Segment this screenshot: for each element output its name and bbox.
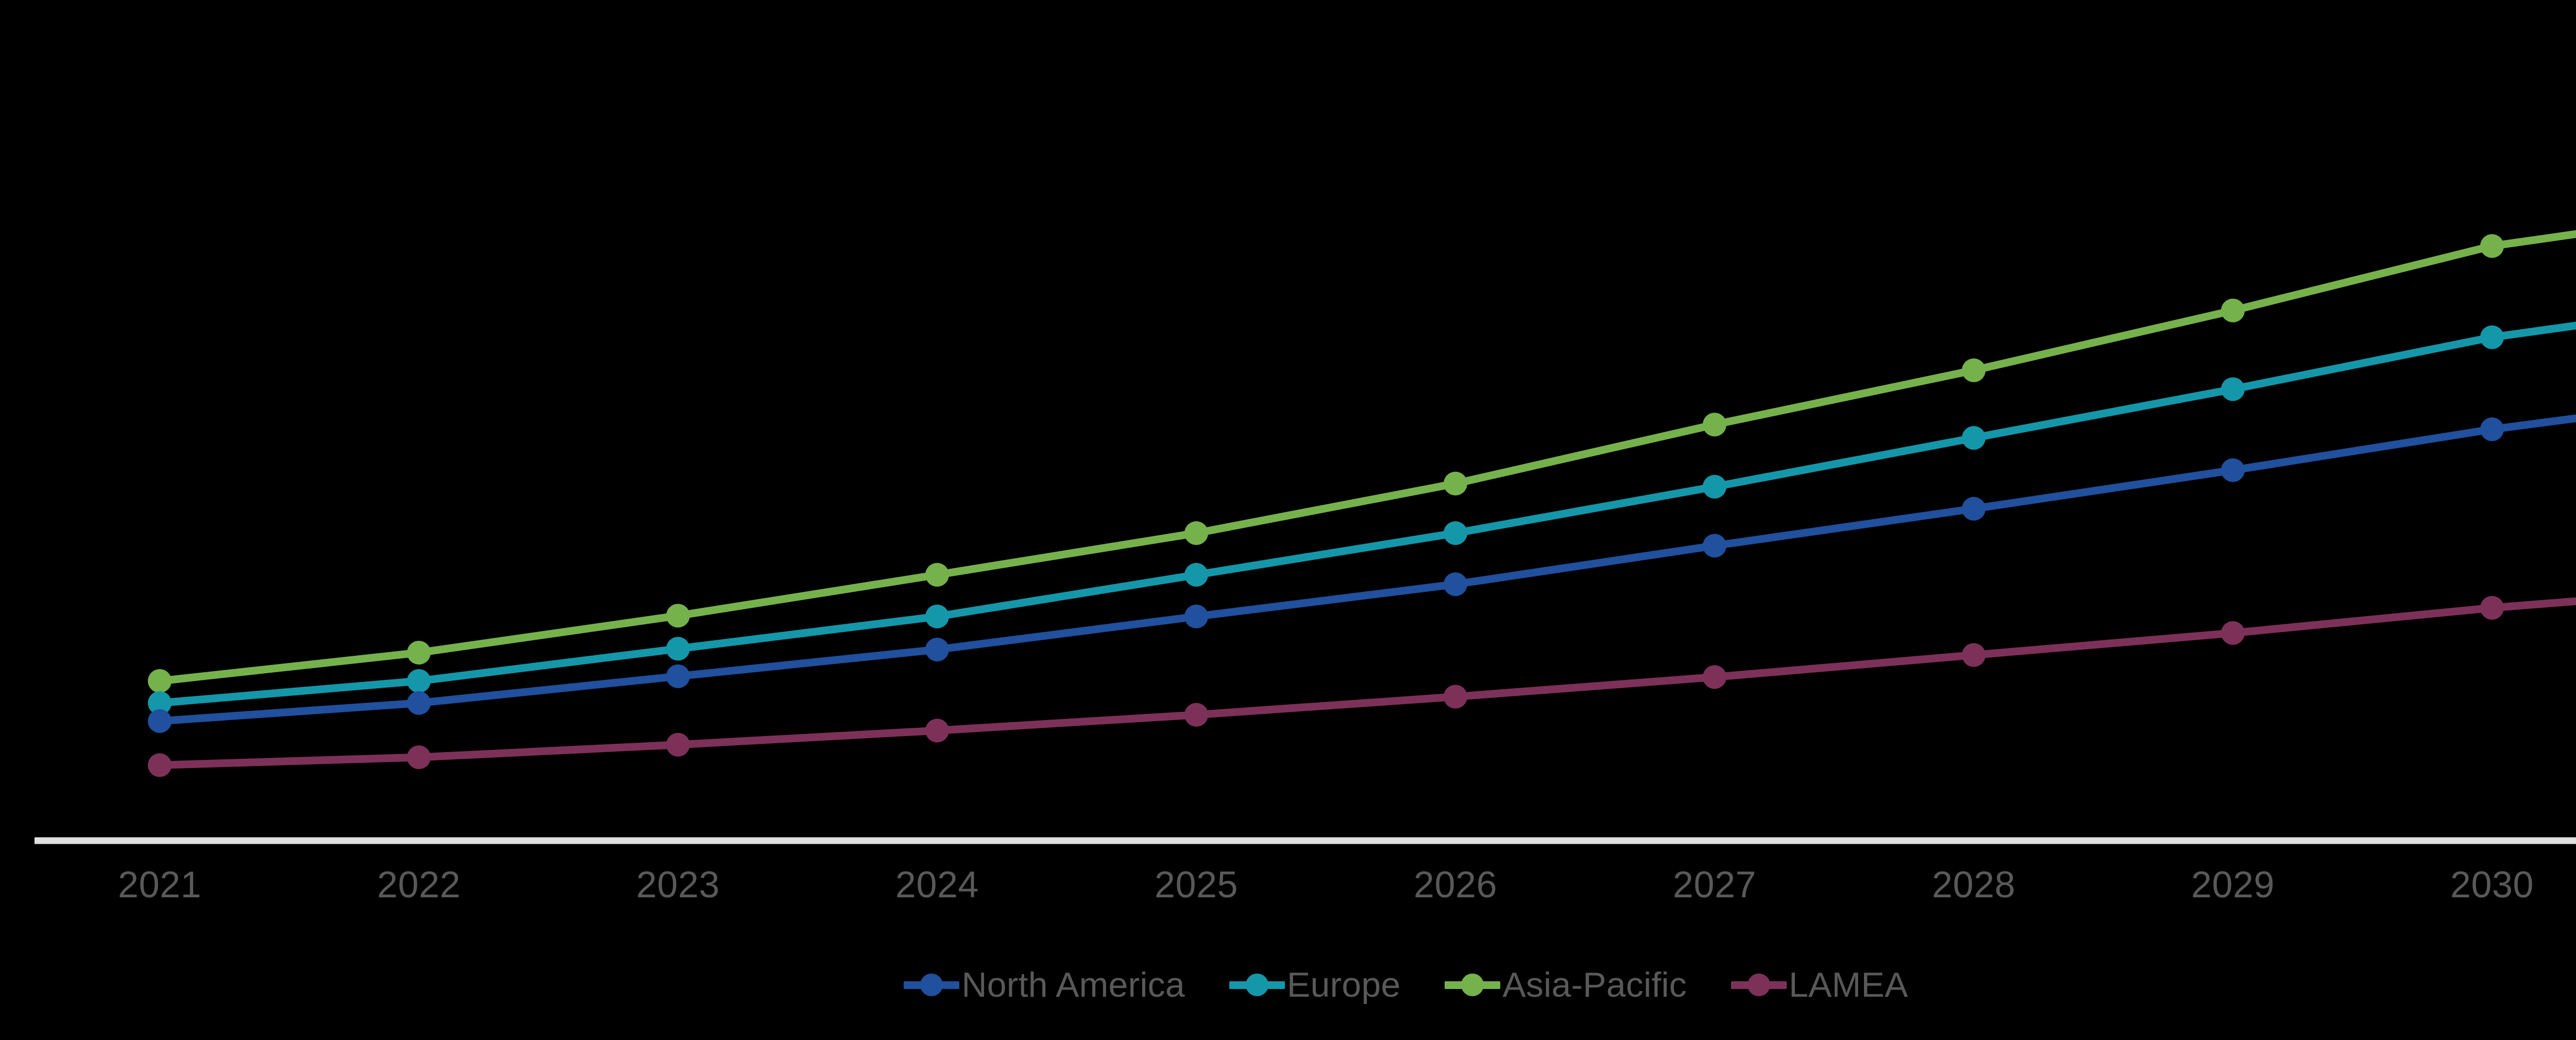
data-point-marker[interactable] <box>2221 298 2245 322</box>
legend-item-lamea[interactable]: LAMEA <box>1731 964 1908 1005</box>
data-point-marker[interactable] <box>2480 234 2504 258</box>
series-europe <box>148 321 2576 715</box>
data-point-marker[interactable] <box>1444 685 1467 709</box>
data-point-marker[interactable] <box>407 669 431 693</box>
x-tick-label-2024: 2024 <box>895 864 979 906</box>
data-point-marker[interactable] <box>925 562 949 587</box>
legend-item-label: Asia-Pacific <box>1502 965 1687 1004</box>
data-point-marker[interactable] <box>1962 643 1986 667</box>
data-point-marker[interactable] <box>2221 377 2245 401</box>
legend-item-europe[interactable]: Europe <box>1229 964 1400 1005</box>
data-point-marker[interactable] <box>666 604 690 628</box>
data-point-marker[interactable] <box>2480 596 2504 620</box>
legend-item-asia-pacific[interactable]: Asia-Pacific <box>1445 964 1687 1005</box>
plot-svg <box>35 230 2576 844</box>
data-point-marker[interactable] <box>1703 413 1726 437</box>
legend-item-north-america[interactable]: North America <box>904 964 1185 1005</box>
data-point-marker[interactable] <box>2480 417 2504 441</box>
plot-area <box>35 230 2576 844</box>
legend-marker-dot <box>1747 974 1770 996</box>
data-point-marker[interactable] <box>1444 471 1467 496</box>
data-point-marker[interactable] <box>407 691 431 715</box>
series-north-america <box>148 414 2576 733</box>
chart-legend: North America Europe Asia-Pacific LAMEA <box>0 954 2576 1016</box>
x-tick-label-2027: 2027 <box>1672 864 1757 906</box>
series-lamea <box>148 596 2576 777</box>
data-point-marker[interactable] <box>1962 358 1986 382</box>
data-point-marker[interactable] <box>1184 521 1208 545</box>
data-point-marker[interactable] <box>666 732 690 757</box>
x-tick-label-2028: 2028 <box>1931 864 2016 906</box>
data-point-marker[interactable] <box>1962 426 1986 450</box>
legend-line-circle-marker-icon <box>1445 968 1501 1002</box>
legend-line-circle-marker-icon <box>1731 968 1787 1002</box>
data-point-marker[interactable] <box>148 669 172 693</box>
legend-line-circle-marker-icon <box>1229 968 1285 1002</box>
x-tick-label-2021: 2021 <box>117 864 202 906</box>
data-point-marker[interactable] <box>407 641 431 665</box>
legend-marker-dot <box>1461 974 1484 996</box>
data-point-marker[interactable] <box>1703 474 1726 499</box>
series-layer <box>148 230 2576 777</box>
x-axis-tick-labels: 2021 2022 2023 2024 2025 2026 2027 2028 2029 2030… <box>0 861 2576 918</box>
legend-line-circle-marker-icon <box>904 968 960 1002</box>
x-tick-label-2026: 2026 <box>1413 864 1498 906</box>
data-point-marker[interactable] <box>925 637 949 661</box>
data-point-marker[interactable] <box>1184 562 1208 587</box>
data-point-marker[interactable] <box>1184 703 1208 727</box>
data-point-marker[interactable] <box>1184 604 1208 628</box>
x-tick-label-2030: 2030 <box>2450 864 2534 906</box>
data-point-marker[interactable] <box>666 664 690 688</box>
legend-marker-dot <box>920 974 943 996</box>
x-tick-label-2025: 2025 <box>1154 864 1239 906</box>
data-point-marker[interactable] <box>2221 621 2245 645</box>
data-point-marker[interactable] <box>2480 325 2504 349</box>
series-line <box>156 230 2576 685</box>
data-point-marker[interactable] <box>1444 521 1467 545</box>
data-point-marker[interactable] <box>666 637 690 661</box>
data-point-marker[interactable] <box>1703 665 1726 689</box>
data-point-marker[interactable] <box>1444 572 1467 596</box>
data-point-marker[interactable] <box>2221 458 2245 482</box>
legend-item-label: LAMEA <box>1788 965 1908 1004</box>
data-point-marker[interactable] <box>1962 497 1986 521</box>
legend-item-label: Europe <box>1286 965 1401 1004</box>
data-point-marker[interactable] <box>148 709 172 733</box>
legend-item-label: North America <box>961 965 1185 1004</box>
data-point-marker[interactable] <box>1703 534 1726 558</box>
data-point-marker[interactable] <box>925 604 949 628</box>
series-line <box>156 597 2576 769</box>
x-tick-label-2029: 2029 <box>2191 864 2275 906</box>
data-point-marker[interactable] <box>407 745 431 770</box>
data-point-marker[interactable] <box>148 753 172 777</box>
x-tick-label-2022: 2022 <box>377 864 461 906</box>
series-line <box>156 414 2576 725</box>
data-point-marker[interactable] <box>925 719 949 743</box>
data-point-marker[interactable] <box>148 691 172 715</box>
legend-marker-dot <box>1245 974 1268 996</box>
series-asia-pacific <box>148 230 2576 693</box>
x-tick-label-2023: 2023 <box>636 864 720 906</box>
